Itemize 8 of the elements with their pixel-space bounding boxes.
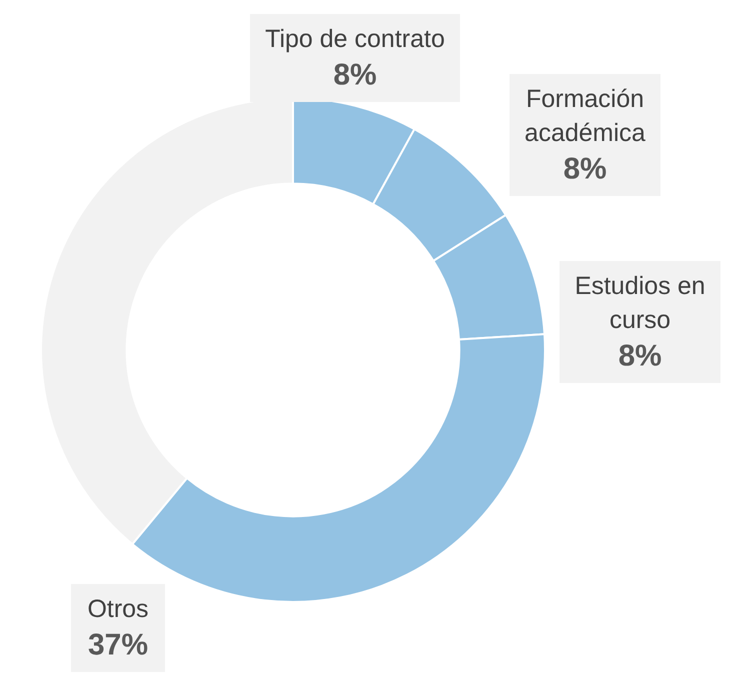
data-label: 8% [618, 340, 662, 372]
data-label: 8% [333, 58, 377, 92]
slice-label: Formación académica [524, 85, 646, 147]
slice-label: Tipo de contrato [265, 25, 445, 53]
slice-label: Estudios en curso [574, 272, 706, 334]
data-label: 8% [563, 152, 607, 186]
data-label: 37% [88, 628, 148, 662]
slice-label: Otros [87, 595, 149, 623]
